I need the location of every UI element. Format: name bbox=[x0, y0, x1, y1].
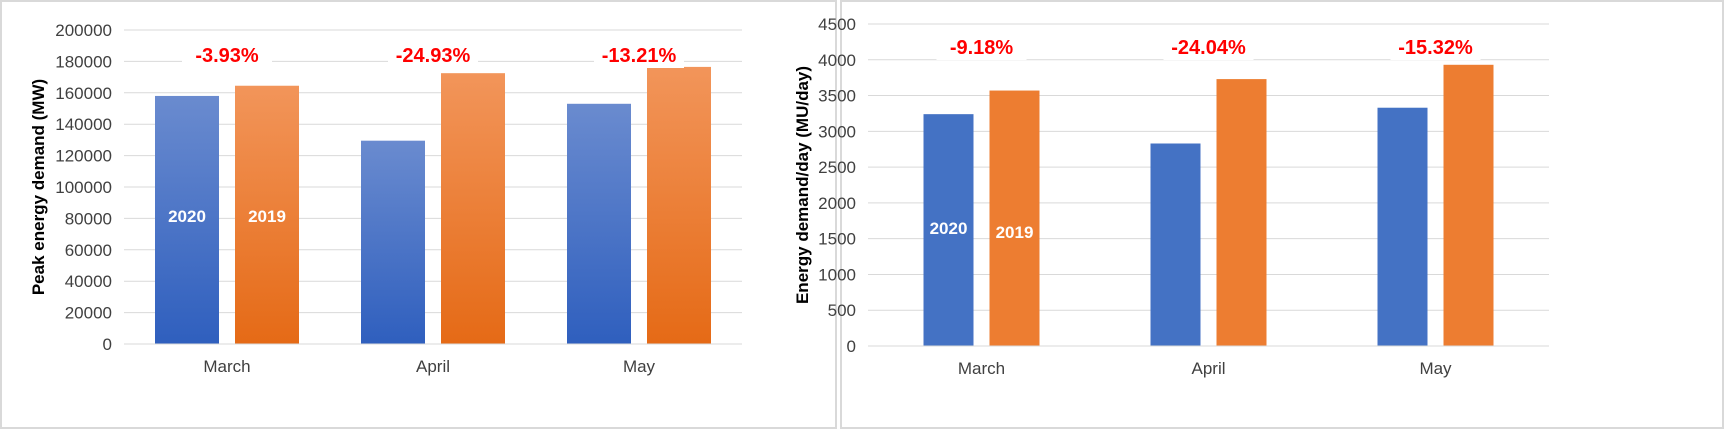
y-tick-label: 180000 bbox=[55, 52, 112, 71]
y-tick-label: 160000 bbox=[55, 84, 112, 103]
change-annotation-may: -15.32% bbox=[1398, 37, 1473, 59]
peak-demand-chart: 0 20000 40000 60000 80000 100000 120000 140000 1… bbox=[29, 21, 742, 376]
y-tick-label: 1000 bbox=[818, 265, 856, 284]
bar-2019-march bbox=[989, 90, 1040, 347]
y-tick-label: 3500 bbox=[818, 87, 856, 106]
y-tick-label: 20000 bbox=[65, 304, 112, 323]
y-tick-label: 0 bbox=[847, 337, 856, 356]
y-tick-label: 500 bbox=[828, 301, 856, 320]
x-tick-label-may: May bbox=[1419, 359, 1452, 378]
daily-demand-chart: 0 500 1000 1500 2000 2500 3000 3500 4000 4500 Ener… bbox=[793, 15, 1549, 378]
y-tick-label: 3000 bbox=[818, 122, 856, 141]
annotation-background bbox=[182, 42, 272, 68]
y-tick-label: 4000 bbox=[818, 51, 856, 70]
annotation-background bbox=[1390, 34, 1481, 60]
change-annotation-april: -24.93% bbox=[396, 45, 471, 67]
bar-2020-march bbox=[155, 95, 219, 344]
series-label-2020: 2020 bbox=[930, 219, 968, 238]
x-tick-label-may: May bbox=[623, 357, 656, 376]
series-label-2019: 2019 bbox=[248, 207, 286, 226]
y-tick-label: 100000 bbox=[55, 178, 112, 197]
annotation-background bbox=[388, 42, 478, 68]
y-tick-label: 2000 bbox=[818, 194, 856, 213]
change-annotation-march: -3.93% bbox=[195, 45, 259, 67]
series-label-2019: 2019 bbox=[996, 223, 1034, 242]
y-tick-label: 200000 bbox=[55, 21, 112, 40]
y-tick-label: 140000 bbox=[55, 115, 112, 134]
bar-2020-april bbox=[1150, 143, 1201, 346]
x-tick-label-april: April bbox=[416, 357, 450, 376]
bar-2020-april bbox=[361, 140, 425, 344]
bar-2020-march bbox=[923, 114, 974, 346]
change-annotation-march: -9.18% bbox=[950, 37, 1014, 59]
x-tick-label-march: March bbox=[958, 359, 1005, 378]
x-tick-label-march: March bbox=[203, 357, 250, 376]
series-label-2020: 2020 bbox=[168, 207, 206, 226]
y-tick-label: 80000 bbox=[65, 209, 112, 228]
bar-2019-april bbox=[1216, 79, 1267, 346]
y-tick-label: 120000 bbox=[55, 147, 112, 166]
y-tick-label: 60000 bbox=[65, 241, 112, 260]
y-axis-label: Energy demand/day (MU/day) bbox=[793, 66, 812, 304]
bar-2019-april bbox=[441, 73, 505, 345]
bar-2020-may bbox=[567, 103, 631, 344]
chart-panel-daily-demand: 0 500 1000 1500 2000 2500 3000 3500 4000 4500 Ener… bbox=[793, 0, 1724, 429]
bar-2019-march bbox=[235, 85, 299, 345]
y-tick-label: 40000 bbox=[65, 272, 112, 291]
change-annotation-april: -24.04% bbox=[1171, 37, 1246, 59]
annotation-background bbox=[594, 42, 684, 68]
annotation-background bbox=[936, 34, 1027, 60]
bar-2019-may bbox=[1443, 64, 1494, 346]
chart-panel-peak-demand: 0 20000 40000 60000 80000 100000 120000 140000 1… bbox=[0, 0, 837, 429]
y-tick-label: 2500 bbox=[818, 158, 856, 177]
x-tick-label-april: April bbox=[1191, 359, 1225, 378]
bar-2020-may bbox=[1377, 107, 1428, 346]
y-tick-label: 0 bbox=[103, 335, 112, 354]
y-tick-label: 1500 bbox=[818, 230, 856, 249]
y-tick-label: 4500 bbox=[818, 15, 856, 34]
y-axis-label: Peak energy demand (MW) bbox=[29, 79, 48, 295]
change-annotation-may: -13.21% bbox=[602, 45, 677, 67]
bar-2019-may bbox=[647, 66, 711, 345]
annotation-background bbox=[1163, 34, 1254, 60]
